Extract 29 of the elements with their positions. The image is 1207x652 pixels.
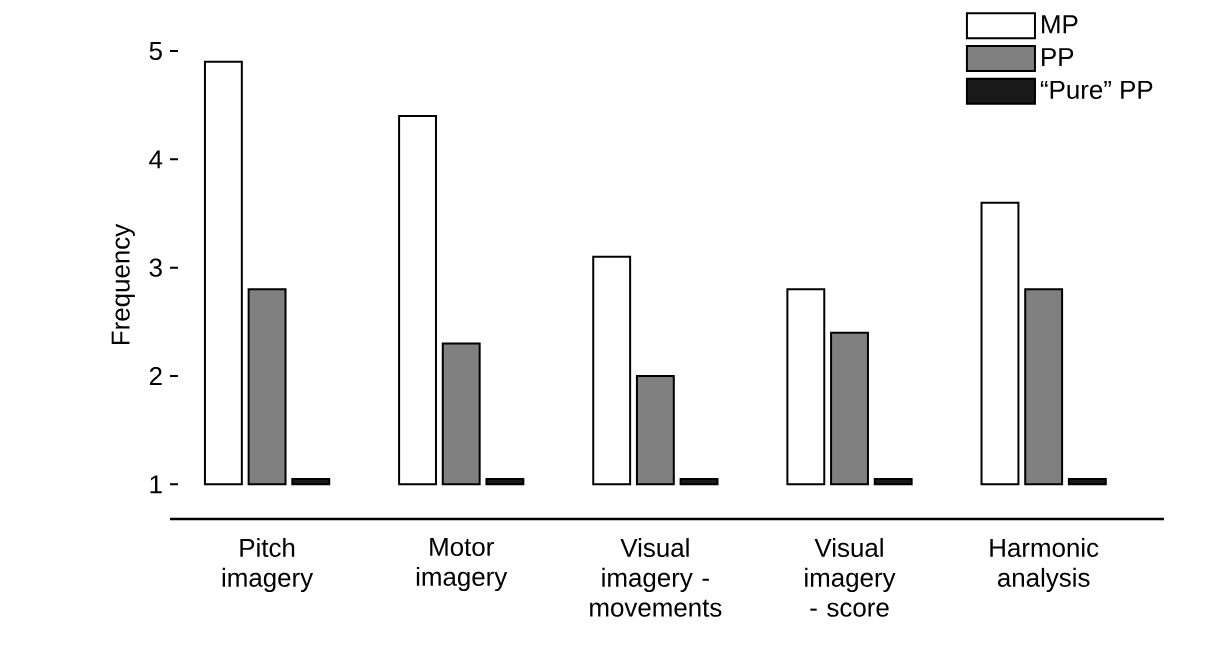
- bar: [291, 477, 331, 486]
- x-tick-label: Harmonic analysis: [990, 537, 1099, 593]
- bar: [830, 331, 869, 486]
- y-tick-label: 5: [149, 41, 162, 61]
- bar: [873, 477, 913, 486]
- bar: [1067, 477, 1107, 486]
- bar: [635, 375, 675, 486]
- bar: [592, 255, 632, 486]
- y-tick-label: 2: [149, 366, 162, 386]
- bar: [398, 114, 437, 486]
- y-tick-label: 4: [149, 150, 163, 169]
- x-tick-label: Motor imagery: [416, 538, 508, 592]
- legend-label: MP: [1042, 15, 1078, 34]
- bar: [485, 477, 525, 486]
- legend-label: “Pure” PP: [1040, 80, 1153, 99]
- y-tick-label: 1: [150, 475, 162, 494]
- bar: [980, 201, 1020, 486]
- x-tick-label: Visual imagery - score: [805, 537, 896, 617]
- bar: [203, 60, 243, 486]
- x-tick-label: Pitch imagery: [222, 537, 314, 593]
- bar: [247, 288, 287, 486]
- x-tick-label: Visual imagery - movements: [590, 537, 722, 617]
- y-axis-title: Frequency: [111, 223, 135, 345]
- y-tick-label: 3: [149, 258, 162, 277]
- bar: [786, 288, 826, 486]
- bar: [441, 342, 481, 486]
- legend-label: PP: [1042, 48, 1074, 66]
- bar: [1024, 288, 1064, 486]
- bar: [679, 477, 719, 486]
